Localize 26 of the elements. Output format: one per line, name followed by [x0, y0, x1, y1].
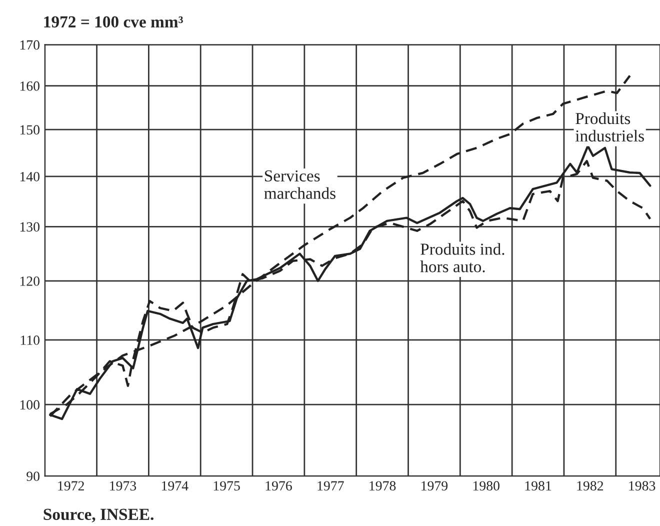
x-tick-label: 1977: [318, 481, 344, 491]
x-tick-label: 1980: [473, 481, 500, 491]
x-tick-label: 1972: [58, 481, 84, 491]
y-tick-label: 110: [20, 336, 40, 345]
x-tick-label: 1976: [266, 481, 292, 491]
y-tick-label: 90: [26, 472, 40, 481]
x-tick-label: 1973: [110, 481, 136, 491]
series-label: Produits ind. hors auto.: [420, 243, 504, 272]
y-tick-label: 140: [20, 172, 40, 182]
source-note: Source, INSEE.: [44, 508, 154, 522]
y-tick-label: 160: [20, 81, 40, 91]
y-tick-label: 100: [20, 400, 40, 410]
x-tick-label: 1979: [422, 481, 448, 491]
series-label: Services marchands: [264, 170, 336, 199]
y-tick-label: 150: [20, 125, 40, 135]
x-tick-label: 1983: [629, 481, 656, 491]
x-tick-label: 1974: [162, 481, 188, 491]
y-tick-label: 130: [20, 222, 40, 232]
series-label: Produits industriels: [575, 112, 644, 142]
x-tick-label: 1981: [525, 481, 552, 491]
y-axis-title: 1972 = 100 cve mm³: [44, 16, 183, 28]
y-tick-label: 170: [20, 40, 40, 50]
x-tick-label: 1978: [370, 481, 396, 491]
x-tick-label: 1982: [577, 481, 604, 491]
y-tick-label: 120: [20, 276, 40, 286]
x-tick-label: 1975: [214, 481, 240, 491]
